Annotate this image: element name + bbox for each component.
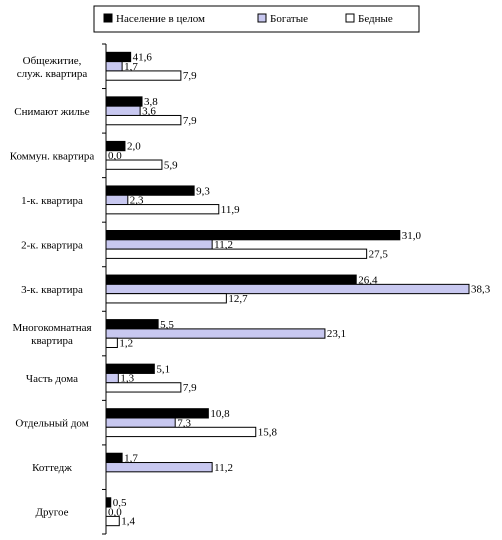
data-label-rich: 11,2	[214, 462, 233, 474]
bar-total	[105, 408, 209, 419]
category-label: Общежитие, служ. квартира	[17, 55, 88, 80]
category-label: Многокомнатная квартира	[12, 322, 91, 347]
data-label-poor: 1,2	[119, 337, 133, 349]
data-label-rich: 38,3	[471, 284, 491, 296]
data-label-total: 26,4	[358, 274, 378, 286]
category-label: Другое	[35, 507, 68, 519]
category-label-line: Снимают жилье	[14, 106, 90, 118]
category-label-line: Другое	[35, 507, 68, 519]
category-label: 3-к. квартира	[21, 284, 83, 296]
data-label-total: 9,3	[196, 185, 210, 197]
bar-rich	[105, 239, 213, 250]
data-label-rich: 1,3	[120, 373, 134, 385]
category-label-line: служ. квартира	[17, 68, 88, 80]
bar-total	[105, 497, 112, 508]
legend-box	[93, 5, 420, 33]
bar-total	[105, 140, 126, 152]
data-label-total: 3,8	[144, 96, 158, 108]
data-label-total: 41,6	[133, 52, 153, 64]
bar-rich	[105, 462, 213, 473]
category-label-line: Отдельный дом	[15, 418, 88, 430]
bar-poor	[105, 114, 182, 126]
data-label-poor: 7,9	[183, 382, 197, 394]
bar-poor	[105, 248, 368, 259]
category-label-line: Коттедж	[32, 462, 72, 474]
bar-poor	[105, 204, 220, 215]
category-label-line: Многокомнатная	[12, 322, 91, 334]
category-label: 1-к. квартира	[21, 195, 83, 207]
data-label-rich: 23,1	[327, 328, 346, 340]
category-label: Часть дома	[26, 373, 78, 385]
bar-rich	[105, 417, 176, 428]
legend-swatch-total-population	[103, 13, 113, 23]
data-label-rich: 0,0	[108, 150, 122, 162]
data-label-total: 5,5	[160, 319, 174, 331]
bar-total	[105, 96, 143, 107]
data-label-poor: 5,9	[164, 159, 178, 171]
category-label-line: 2-к. квартира	[21, 239, 83, 251]
data-label-total: 2,0	[127, 141, 141, 153]
legend-label-poor: Бедные	[358, 13, 393, 25]
data-label-rich: 7,3	[177, 417, 191, 429]
category-label: Коммун. квартира	[10, 150, 95, 162]
data-label-rich: 2,3	[130, 195, 144, 207]
legend-swatch-rich	[257, 13, 267, 23]
bar-total	[105, 363, 155, 374]
category-label-line: 1-к. квартира	[21, 195, 83, 207]
category-label-line: 3-к. квартира	[21, 284, 83, 296]
data-label-rich: 1,7	[124, 61, 138, 73]
data-label-poor: 7,9	[183, 115, 197, 127]
bar-rich	[105, 105, 141, 116]
data-label-total: 0,5	[113, 497, 127, 509]
category-label: Снимают жилье	[14, 106, 90, 118]
data-label-poor: 12,7	[228, 293, 248, 305]
bar-total	[105, 452, 123, 464]
category-label: Коттедж	[32, 462, 72, 474]
bar-poor	[105, 515, 120, 527]
bar-poor	[105, 382, 182, 393]
category-label-line: квартира	[31, 335, 73, 347]
legend-swatch-poor	[345, 13, 355, 23]
plot-area: Общежитие, служ. квартира41,61,77,9Снимаю…	[10, 43, 491, 535]
category-label-line: Коммун. квартира	[10, 150, 95, 162]
bar-poor	[105, 293, 227, 304]
data-label-total: 31,0	[402, 230, 422, 242]
bar-rich	[105, 61, 123, 72]
data-label-poor: 11,9	[221, 204, 240, 216]
data-label-poor: 1,4	[121, 516, 135, 528]
data-label-total: 5,1	[156, 363, 170, 375]
legend-label-total-population: Население в целом	[116, 13, 205, 25]
data-label-poor: 27,5	[369, 248, 389, 260]
bar-rich	[105, 328, 326, 339]
bar-total	[105, 274, 357, 285]
data-label-total: 1,7	[124, 453, 138, 465]
data-label-total: 10,8	[210, 408, 230, 420]
category-label-line: Часть дома	[26, 373, 78, 385]
bar-total	[105, 230, 401, 241]
data-label-rich: 3,6	[142, 105, 156, 117]
bar-poor	[105, 337, 118, 348]
bar-total	[105, 185, 195, 196]
bar-poor	[105, 159, 163, 170]
category-label: 2-к. квартира	[21, 239, 83, 251]
data-label-rich: 11,2	[214, 239, 233, 251]
bar-rich	[105, 194, 129, 206]
bar-poor	[105, 70, 182, 81]
bar-rich	[105, 283, 470, 295]
data-label-rich: 0,0	[108, 506, 122, 518]
data-label-poor: 7,9	[183, 70, 197, 82]
data-label-poor: 15,8	[258, 427, 278, 439]
bar-rich	[105, 372, 119, 384]
bar-poor	[105, 426, 257, 438]
legend-label-rich: Богатые	[270, 13, 308, 25]
category-label: Отдельный дом	[15, 418, 88, 430]
legend: Население в целом Богатые Бедные	[93, 5, 420, 33]
bar-total	[105, 319, 159, 330]
category-label-line: Общежитие,	[23, 55, 82, 67]
